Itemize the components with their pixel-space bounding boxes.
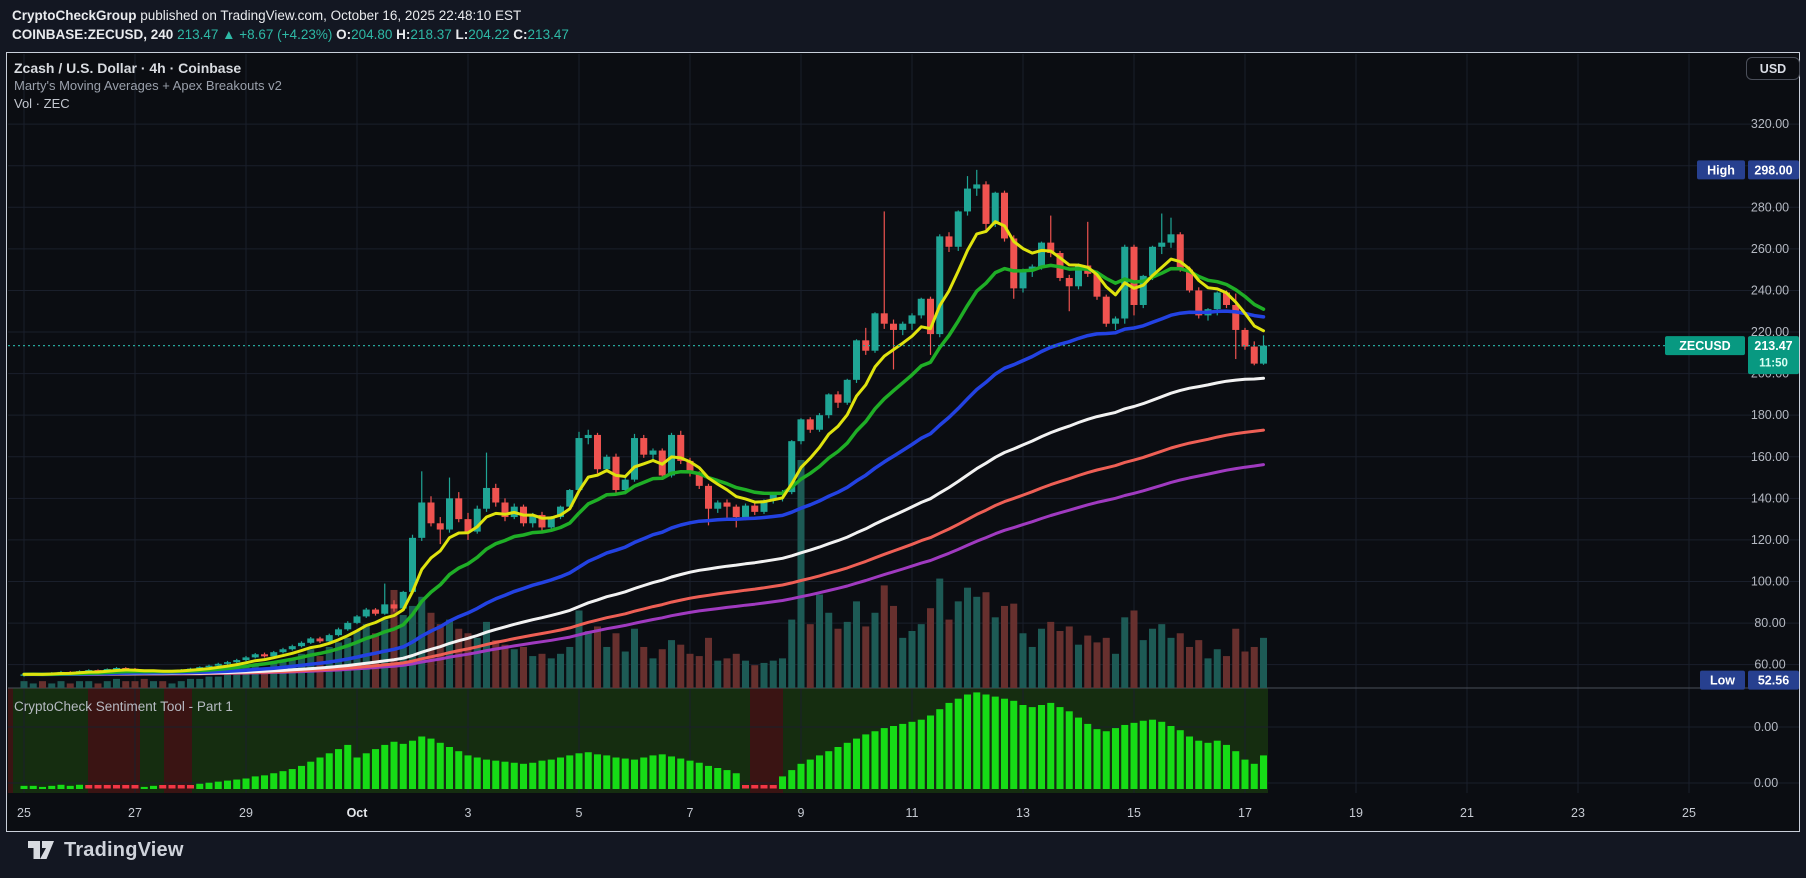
svg-text:320.00: 320.00 bbox=[1751, 117, 1789, 131]
tradingview-brand-text[interactable]: TradingView bbox=[64, 838, 184, 861]
svg-text:23: 23 bbox=[1571, 806, 1585, 820]
yellow-fast-ema[interactable] bbox=[22, 220, 1265, 676]
svg-text:11:50: 11:50 bbox=[1759, 358, 1788, 370]
time-axis[interactable]: 25 27 29 Oct 3 5 7 9 11 13 15 17 19 21 23 25 bbox=[17, 806, 1696, 820]
price-axis[interactable]: 320.00280.00260.00240.00220.00200.00180.… bbox=[1751, 117, 1789, 790]
high-value: 218.37 bbox=[410, 27, 452, 42]
symbol-title[interactable]: Zcash / U.S. Dollar · 4h · Coinbase bbox=[14, 60, 242, 76]
publish-line: CryptoCheckGroup published on TradingVie… bbox=[12, 6, 569, 25]
sentiment-histogram bbox=[20, 692, 1267, 789]
svg-text:7: 7 bbox=[687, 806, 694, 820]
svg-text:Low: Low bbox=[1710, 674, 1735, 688]
svg-text:25: 25 bbox=[17, 806, 31, 820]
svg-text:Oct: Oct bbox=[347, 806, 369, 820]
author-name: CryptoCheckGroup bbox=[12, 8, 137, 23]
svg-text:220.00: 220.00 bbox=[1751, 325, 1789, 339]
close-label: C: bbox=[513, 27, 528, 42]
tradingview-logo-icon[interactable] bbox=[26, 837, 56, 863]
up-arrow-icon: ▲ bbox=[222, 27, 236, 42]
svg-text:21: 21 bbox=[1460, 806, 1474, 820]
svg-text:27: 27 bbox=[128, 806, 142, 820]
svg-text:High: High bbox=[1707, 163, 1735, 177]
svg-text:80.00: 80.00 bbox=[1754, 616, 1785, 630]
chart-frame: 320.00280.00260.00240.00220.00200.00180.… bbox=[6, 52, 1800, 832]
svg-text:19: 19 bbox=[1349, 806, 1363, 820]
low-label: L: bbox=[455, 27, 469, 42]
last-price: 213.47 bbox=[177, 27, 219, 42]
price-change: +8.67 (+4.23%) bbox=[239, 27, 333, 42]
svg-text:17: 17 bbox=[1238, 806, 1252, 820]
svg-text:120.00: 120.00 bbox=[1751, 533, 1789, 547]
close-value: 213.47 bbox=[527, 27, 569, 42]
svg-text:280.00: 280.00 bbox=[1751, 200, 1789, 214]
volume-legend[interactable]: Vol · ZEC bbox=[14, 96, 70, 111]
svg-text:100.00: 100.00 bbox=[1751, 575, 1789, 589]
svg-text:15: 15 bbox=[1127, 806, 1141, 820]
green-ema[interactable] bbox=[22, 263, 1266, 677]
publish-header: CryptoCheckGroup published on TradingVie… bbox=[12, 6, 569, 44]
volume-bars bbox=[20, 460, 1267, 688]
svg-text:5: 5 bbox=[576, 806, 583, 820]
svg-text:240.00: 240.00 bbox=[1751, 283, 1789, 297]
svg-text:52.56: 52.56 bbox=[1758, 674, 1789, 688]
high-label: H: bbox=[396, 27, 411, 42]
svg-text:160.00: 160.00 bbox=[1751, 450, 1789, 464]
svg-text:25: 25 bbox=[1682, 806, 1696, 820]
open-label: O: bbox=[336, 27, 352, 42]
footer: TradingView bbox=[26, 837, 184, 863]
symbol-interval: COINBASE:ZECUSD, 240 bbox=[12, 27, 174, 42]
svg-text:ZECUSD: ZECUSD bbox=[1679, 339, 1730, 353]
svg-text:29: 29 bbox=[239, 806, 253, 820]
svg-text:13: 13 bbox=[1016, 806, 1030, 820]
chart-canvas[interactable]: 320.00280.00260.00240.00220.00200.00180.… bbox=[7, 53, 1799, 831]
svg-text:11: 11 bbox=[906, 806, 919, 820]
blue-ema[interactable] bbox=[22, 309, 1266, 677]
price-badges: High 298.00 Low 52.56 ZECUSD 213.47 11:50 bbox=[1665, 160, 1799, 690]
svg-text:3: 3 bbox=[465, 806, 472, 820]
sentiment-pane-title[interactable]: CryptoCheck Sentiment Tool - Part 1 bbox=[14, 699, 233, 714]
svg-text:9: 9 bbox=[798, 806, 805, 820]
currency-toggle-button[interactable]: USD bbox=[1746, 57, 1800, 80]
chart-legend: Zcash / U.S. Dollar · 4h · Coinbase Mart… bbox=[14, 59, 282, 113]
open-value: 204.80 bbox=[351, 27, 393, 42]
svg-text:180.00: 180.00 bbox=[1751, 408, 1789, 422]
svg-text:140.00: 140.00 bbox=[1751, 491, 1789, 505]
svg-text:0.00: 0.00 bbox=[1754, 720, 1778, 734]
svg-text:60.00: 60.00 bbox=[1754, 658, 1785, 672]
publish-info: published on TradingView.com, October 16… bbox=[136, 8, 522, 23]
svg-text:260.00: 260.00 bbox=[1751, 242, 1789, 256]
svg-text:0.00: 0.00 bbox=[1754, 776, 1778, 790]
indicator-title[interactable]: Marty's Moving Averages + Apex Breakouts… bbox=[14, 78, 282, 93]
svg-text:298.00: 298.00 bbox=[1754, 163, 1792, 177]
svg-text:213.47: 213.47 bbox=[1754, 339, 1792, 353]
ohlc-line: COINBASE:ZECUSD, 240 213.47 ▲ +8.67 (+4.… bbox=[12, 25, 569, 44]
low-value: 204.22 bbox=[468, 27, 510, 42]
